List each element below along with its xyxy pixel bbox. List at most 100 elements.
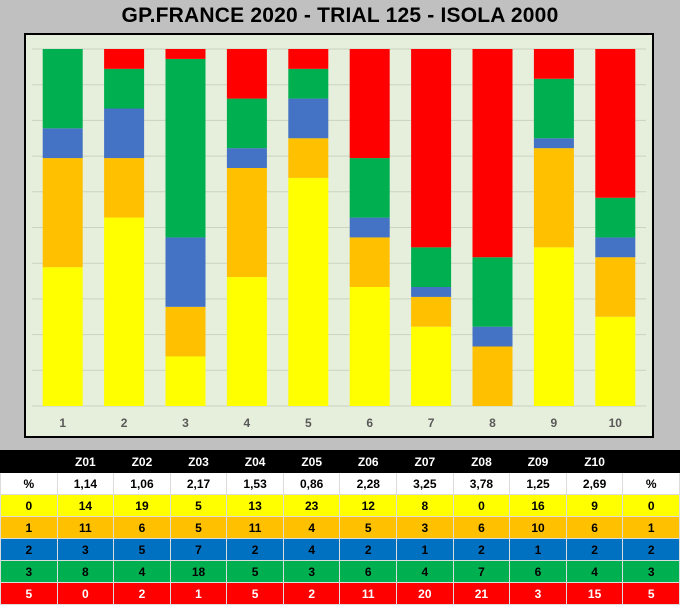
table-cell: 3 [509, 582, 567, 605]
table-cell: Z03 [169, 450, 228, 473]
bar-segment-1-score-3 [42, 49, 83, 129]
bar-segment-3-score-5 [165, 49, 206, 59]
table-header-row: Z01 Z02 Z03 Z04 Z05 Z06 Z07 Z08 Z09 Z10 [0, 450, 680, 473]
row-label: 2 [0, 538, 58, 561]
table-cell: 1 [509, 538, 567, 561]
table-cell: 4 [113, 560, 171, 583]
table-cell: 2 [565, 538, 624, 561]
row-label: 0 [0, 494, 58, 517]
table-cell: 2,69 [565, 472, 624, 495]
table-cell: 2 [113, 582, 171, 605]
bar-segment-9-score-5 [533, 49, 574, 79]
table-cell: 3 [282, 560, 341, 583]
bar-segment-6-score-2 [349, 217, 390, 238]
table-cell: 20 [396, 582, 454, 605]
bar-segment-4-score-3 [226, 98, 267, 149]
table-cell: Z05 [282, 450, 341, 473]
table-cell: 11 [56, 516, 115, 539]
table-cell: 7 [452, 560, 511, 583]
table-cell: 3 [56, 538, 115, 561]
table-cell: 12 [339, 494, 398, 517]
row-label: % [0, 472, 58, 495]
table-cell: 2,17 [169, 472, 228, 495]
x-tick-label: 4 [244, 416, 251, 430]
stacked-bar-chart: 1 2 3 4 5 6 7 8 9 10 [32, 48, 646, 430]
row-label [0, 450, 58, 473]
table-cell: 11 [226, 516, 284, 539]
row-end-label: % [622, 472, 680, 495]
table-cell: 3,25 [396, 472, 454, 495]
table-cell: 15 [565, 582, 624, 605]
x-tick-label: 1 [59, 416, 66, 430]
table-cell: 13 [226, 494, 284, 517]
table-cell: 2 [452, 538, 511, 561]
bar-segment-8-score-5 [472, 49, 513, 258]
table-cell: 5 [113, 538, 171, 561]
table-cell: 1 [396, 538, 454, 561]
table-cell: 6 [452, 516, 511, 539]
bar-segment-7-score-3 [411, 247, 452, 287]
bar-segment-6-score-5 [349, 49, 390, 159]
bar-segment-3-score-2 [165, 237, 206, 307]
table-cell: 19 [113, 494, 171, 517]
bar-segment-6-score-0 [349, 287, 390, 406]
table-cell: 2 [226, 538, 284, 561]
x-tick-label: 6 [366, 416, 373, 430]
table-cell: Z09 [509, 450, 567, 473]
table-cell: 14 [56, 494, 115, 517]
bar-segment-3-score-0 [165, 356, 206, 406]
table-cell: 1,06 [113, 472, 171, 495]
table-cell: 3 [396, 516, 454, 539]
bar-segment-10-score-5 [595, 49, 636, 198]
bar-segment-5-score-3 [288, 68, 329, 99]
table-cell: 1,25 [509, 472, 567, 495]
bar-segment-2-score-2 [104, 108, 145, 159]
table-row-score-0: 0 14 19 5 13 23 12 8 0 16 9 0 [0, 494, 680, 517]
x-tick-label: 7 [428, 416, 435, 430]
table-cell: 1,14 [56, 472, 115, 495]
table-cell: Z10 [565, 450, 624, 473]
row-end-label: 1 [622, 516, 680, 539]
table-cell: Z06 [339, 450, 398, 473]
bar-segment-3-score-3 [165, 58, 206, 238]
bar-segment-7-score-2 [411, 287, 452, 297]
table-cell: 0 [452, 494, 511, 517]
table-cell: 0 [56, 582, 115, 605]
table-cell: 5 [169, 516, 228, 539]
chart-title: GP.FRANCE 2020 - TRIAL 125 - ISOLA 2000 [121, 4, 559, 27]
table-cell: 1 [169, 582, 228, 605]
bar-segment-2-score-1 [104, 158, 145, 218]
table-row-score-1: 1 11 6 5 11 4 5 3 6 10 6 1 [0, 516, 680, 539]
x-tick-label: 3 [182, 416, 189, 430]
bar-segment-4-score-1 [226, 168, 267, 278]
table-cell: Z01 [56, 450, 115, 473]
table-cell: 18 [169, 560, 228, 583]
bar-segment-4-score-0 [226, 277, 267, 406]
table-row-score-3: 3 8 4 18 5 3 6 4 7 6 4 3 [0, 560, 680, 583]
bar-segment-8-score-2 [472, 326, 513, 347]
row-label: 5 [0, 582, 58, 605]
bar-segment-3-score-1 [165, 306, 206, 357]
bar-segment-1-score-2 [42, 128, 83, 159]
bar-segment-10-score-2 [595, 237, 636, 258]
table-cell: Z04 [226, 450, 284, 473]
table-cell: 3,78 [452, 472, 511, 495]
bar-segment-2-score-5 [104, 49, 145, 69]
bar-segment-5-score-2 [288, 98, 329, 139]
table-cell: Z02 [113, 450, 171, 473]
table-percent-row: % 1,14 1,06 2,17 1,53 0,86 2,28 3,25 3,78 1,25 2,6… [0, 472, 680, 495]
table-cell: 4 [282, 516, 341, 539]
table-cell: 8 [56, 560, 115, 583]
table-cell: 6 [113, 516, 171, 539]
row-end-label: 3 [622, 560, 680, 583]
x-tick-label: 10 [609, 416, 623, 430]
bar-segment-1-score-1 [42, 158, 83, 268]
table-cell: 2 [282, 582, 341, 605]
table-cell: 2 [339, 538, 398, 561]
bar-segment-5-score-1 [288, 138, 329, 178]
row-label: 3 [0, 560, 58, 583]
x-tick-label: 5 [305, 416, 312, 430]
bar-segment-10-score-0 [595, 316, 636, 406]
table-cell: 6 [509, 560, 567, 583]
table-cell: 4 [565, 560, 624, 583]
